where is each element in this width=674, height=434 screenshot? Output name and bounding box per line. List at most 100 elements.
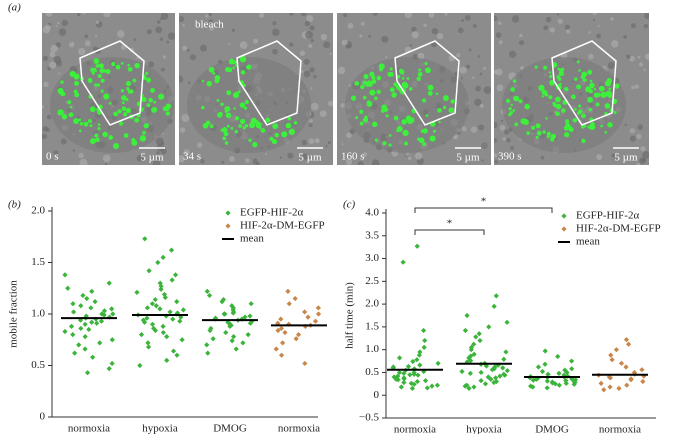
- green-spot: [153, 100, 157, 104]
- texture: [385, 56, 388, 59]
- green-spot: [450, 99, 455, 104]
- image: [494, 13, 649, 165]
- green-spot: [417, 71, 423, 77]
- green-spot: [287, 116, 292, 121]
- green-spot: [89, 124, 93, 128]
- texture: [494, 138, 498, 143]
- green-spot: [362, 95, 367, 100]
- data-point: [483, 363, 490, 369]
- x-tick-label: DMOG: [535, 424, 569, 434]
- green-spot: [281, 131, 288, 138]
- green-spot: [209, 124, 214, 129]
- data-point: [158, 283, 164, 289]
- green-spot: [543, 65, 548, 70]
- green-spot: [240, 70, 246, 75]
- data-point: [414, 243, 420, 249]
- green-spot: [563, 131, 570, 138]
- green-spot: [535, 135, 539, 139]
- data-point: [178, 314, 184, 320]
- green-spot: [244, 124, 249, 128]
- texture: [359, 34, 363, 38]
- y-tick-label: 1.0: [31, 308, 45, 320]
- x-tick-label: normoxia: [394, 424, 436, 434]
- green-spot: [546, 131, 551, 136]
- green-spot: [97, 73, 102, 79]
- green-spot: [388, 134, 392, 137]
- texture: [228, 155, 235, 162]
- data-point: [305, 314, 311, 320]
- data-point: [180, 307, 186, 313]
- green-spot: [600, 91, 607, 99]
- green-spot: [380, 108, 385, 113]
- texture: [102, 154, 111, 163]
- bleach-roi: [236, 40, 302, 126]
- texture: [272, 48, 278, 55]
- green-spot: [120, 62, 124, 65]
- data-point: [530, 384, 536, 390]
- texture: [79, 158, 88, 165]
- green-spot: [293, 120, 298, 125]
- green-spot: [393, 82, 398, 87]
- green-spot: [518, 99, 523, 104]
- y-axis-label: mobile fraction: [8, 280, 20, 348]
- texture: [167, 32, 175, 40]
- texture: [161, 133, 164, 136]
- green-spot: [596, 92, 601, 97]
- green-spot: [208, 66, 215, 73]
- texture: [483, 86, 491, 94]
- green-spot: [397, 75, 401, 79]
- data-point: [149, 301, 155, 307]
- green-spot: [404, 141, 409, 146]
- data-point: [563, 378, 569, 384]
- green-spot: [422, 98, 427, 103]
- data-point: [482, 381, 489, 387]
- texture: [607, 62, 615, 69]
- green-spot: [139, 135, 147, 142]
- texture: [472, 76, 475, 80]
- green-spot: [418, 68, 422, 72]
- texture: [629, 128, 636, 134]
- texture: [50, 44, 58, 53]
- green-spot: [422, 142, 427, 147]
- texture: [636, 162, 641, 165]
- texture: [500, 119, 504, 123]
- data-point: [421, 344, 427, 350]
- data-point: [146, 268, 152, 274]
- green-spot: [237, 90, 241, 94]
- green-spot: [74, 92, 80, 98]
- green-spot: [389, 72, 394, 77]
- texture: [166, 40, 170, 44]
- texture: [310, 38, 314, 42]
- texture: [320, 33, 328, 41]
- texture: [58, 28, 67, 36]
- green-spot: [374, 138, 378, 142]
- texture: [477, 55, 481, 58]
- texture: [494, 15, 498, 22]
- data-point: [223, 329, 229, 336]
- green-spot: [132, 78, 137, 83]
- texture: [60, 138, 67, 145]
- green-spot: [557, 67, 560, 71]
- data-point: [467, 370, 474, 376]
- texture: [483, 66, 487, 70]
- data-point: [247, 313, 253, 319]
- data-point: [623, 364, 629, 370]
- data-point: [292, 295, 298, 302]
- texture: [357, 161, 364, 165]
- green-spot: [564, 86, 569, 92]
- data-point: [409, 385, 416, 391]
- texture: [545, 16, 552, 23]
- green-spot: [572, 117, 578, 123]
- panel-label: (a): [8, 2, 21, 14]
- green-spot: [83, 121, 89, 127]
- texture: [218, 24, 221, 28]
- data-point: [607, 384, 613, 390]
- texture: [494, 153, 498, 158]
- green-spot: [105, 69, 111, 75]
- texture: [42, 55, 49, 62]
- data-point: [400, 259, 406, 265]
- green-spot: [108, 135, 113, 140]
- texture: [411, 31, 419, 39]
- y-tick-label: 1.5: [31, 256, 45, 268]
- green-spot: [250, 117, 257, 124]
